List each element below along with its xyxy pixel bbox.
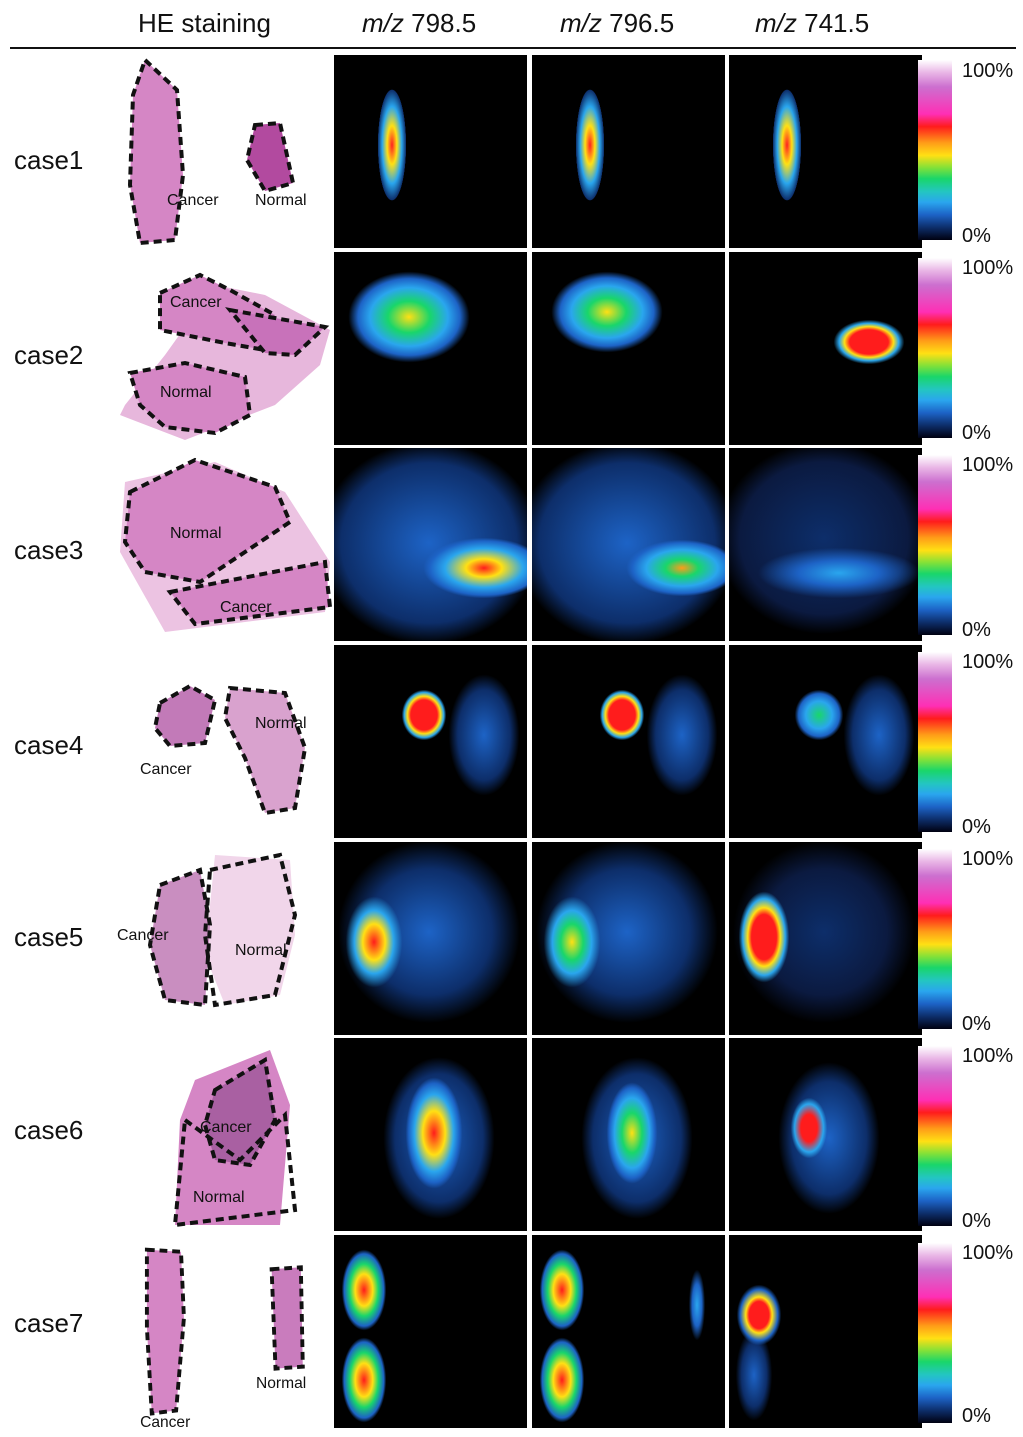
he-image-case1: Cancer Normal — [127, 56, 307, 245]
colorbar-max-case7: 100% — [962, 1242, 1014, 1264]
colorbar-min-case4: 0% — [962, 816, 991, 838]
ims-case2-ion3 — [729, 252, 922, 445]
colorbar-case4 — [918, 652, 952, 832]
header-ion-2-prefix: m/z — [560, 8, 602, 38]
colorbar-min-case2: 0% — [962, 422, 991, 444]
colorbar-min-case7: 0% — [962, 1405, 991, 1427]
he-image-case5: Cancer Normal — [117, 852, 298, 1008]
header-ion-3-prefix: m/z — [755, 8, 797, 38]
ims-case1-ion1 — [334, 55, 527, 248]
ims-case4-ion3 — [729, 645, 922, 838]
header-ion-1-prefix: m/z — [362, 8, 404, 38]
header-ion-1: m/z 798.5 — [362, 8, 476, 39]
colorbar-min-case5: 0% — [962, 1013, 991, 1035]
header-he-staining: HE staining — [138, 8, 271, 38]
colorbar-max-case1: 100% — [962, 60, 1014, 82]
colorbar-max-case6: 100% — [962, 1045, 1014, 1067]
ims-case7-ion1 — [334, 1235, 527, 1428]
he-tag-case1-a: Cancer — [167, 192, 219, 209]
colorbar-min-case3: 0% — [962, 619, 991, 641]
header-ion-3: m/z 741.5 — [755, 8, 869, 39]
colorbar-case2 — [918, 258, 952, 438]
row-label-case7: case7 — [14, 1308, 84, 1338]
ims-case1-ion3 — [729, 55, 922, 248]
ims-case3-ion1 — [334, 448, 527, 641]
row-label-case1: case1 — [14, 145, 84, 175]
ims-case3-ion3 — [729, 448, 922, 641]
he-tag-case4-a: Normal — [255, 715, 307, 732]
ims-case2-ion2 — [532, 252, 725, 445]
ims-case4-ion1 — [334, 645, 527, 838]
ims-case5-ion3 — [729, 842, 922, 1035]
colorbar-max-case4: 100% — [962, 651, 1014, 673]
ims-case2-ion1 — [334, 252, 527, 445]
ims-case3-ion2 — [532, 448, 725, 641]
colorbar-case5 — [918, 849, 952, 1029]
he-tag-case5-b: Normal — [235, 942, 287, 959]
header-ion-2-value: 796.5 — [609, 8, 675, 38]
he-image-case6: Cancer Normal — [172, 1050, 298, 1228]
he-tag-case6-a: Cancer — [200, 1119, 252, 1136]
he-tag-case2-a: Cancer — [170, 294, 222, 311]
ims-case1-ion2 — [532, 55, 725, 248]
ims-case6-ion3 — [729, 1038, 922, 1231]
ims-case6-ion1 — [334, 1038, 527, 1231]
header-ion-1-value: 798.5 — [411, 8, 477, 38]
he-tag-case5-a: Cancer — [117, 927, 169, 944]
he-tag-case2-b: Normal — [160, 384, 212, 401]
colorbar-max-case5: 100% — [962, 848, 1014, 870]
he-tag-case1-b: Normal — [255, 192, 307, 209]
header-rule — [10, 47, 1016, 49]
ims-case4-ion2 — [532, 645, 725, 838]
colorbar-case7 — [918, 1243, 952, 1423]
row-label-case3: case3 — [14, 535, 84, 565]
he-image-case7: Normal Cancer — [140, 1247, 306, 1430]
he-tag-case3-a: Normal — [170, 525, 222, 542]
header-ion-3-value: 741.5 — [804, 8, 870, 38]
colorbar-max-case2: 100% — [962, 257, 1014, 279]
row-label-case4: case4 — [14, 730, 84, 760]
he-image-case2: Cancer Normal — [120, 272, 330, 440]
colorbar-case1 — [918, 60, 952, 240]
ims-case5-ion1 — [334, 842, 527, 1035]
he-image-case4: Normal Cancer — [140, 683, 308, 816]
row-label-case5: case5 — [14, 922, 84, 952]
he-tag-case7-a: Normal — [256, 1375, 306, 1392]
colorbar-min-case1: 0% — [962, 225, 991, 247]
he-image-case3: Normal Cancer — [120, 457, 333, 632]
colorbar-case6 — [918, 1046, 952, 1226]
he-tag-case4-b: Cancer — [140, 761, 192, 778]
ims-case5-ion2 — [532, 842, 725, 1035]
row-label-case2: case2 — [14, 340, 84, 370]
header-ion-2: m/z 796.5 — [560, 8, 674, 39]
he-tag-case3-b: Cancer — [220, 599, 272, 616]
colorbar-max-case3: 100% — [962, 454, 1014, 476]
ims-case6-ion2 — [532, 1038, 725, 1231]
he-tag-case7-b: Cancer — [140, 1414, 190, 1430]
colorbar-min-case6: 0% — [962, 1210, 991, 1232]
ims-case7-ion2 — [532, 1235, 725, 1428]
ims-case7-ion3 — [729, 1235, 922, 1428]
colorbar-case3 — [918, 455, 952, 635]
he-tag-case6-b: Normal — [193, 1189, 245, 1206]
row-label-case6: case6 — [14, 1115, 84, 1145]
